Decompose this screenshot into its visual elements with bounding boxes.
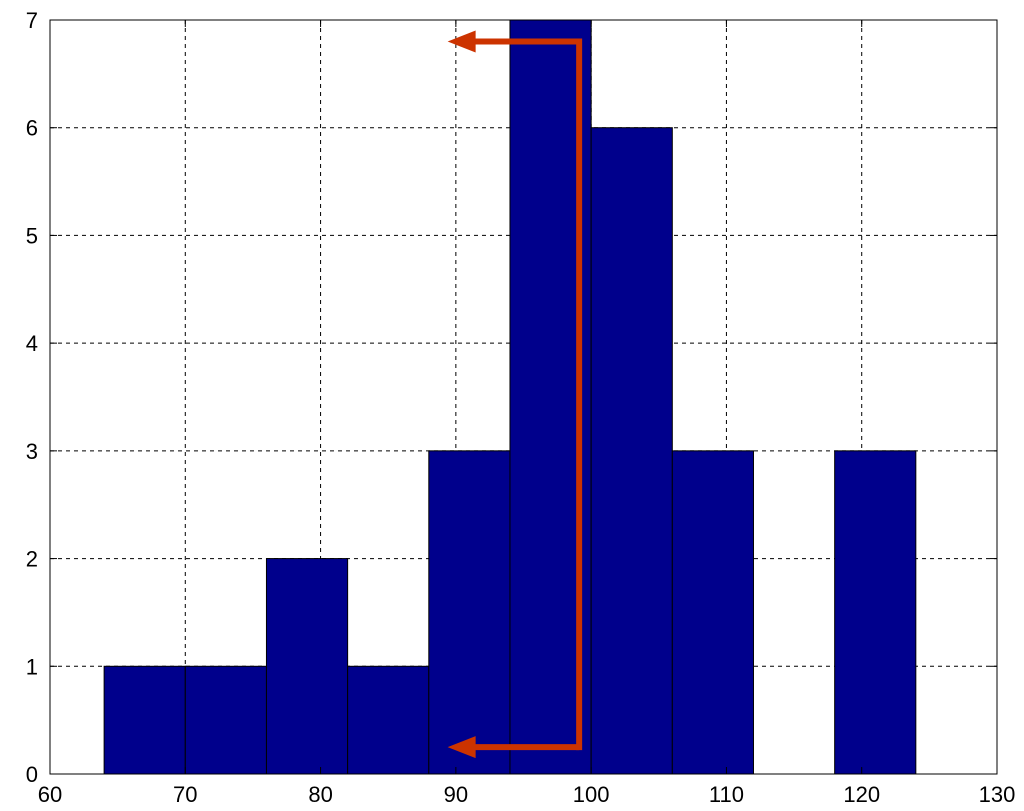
annotation-arrow bbox=[447, 30, 583, 759]
x-tick-label: 80 bbox=[308, 782, 332, 807]
x-axis-ticks: 60 70 80 90 100 110 120 130 bbox=[38, 20, 1016, 807]
y-tick-label: 2 bbox=[26, 547, 38, 572]
y-tick-label: 4 bbox=[26, 331, 38, 356]
y-tick-label: 7 bbox=[26, 8, 38, 33]
histogram-bar bbox=[103, 665, 186, 775]
x-tick-label: 90 bbox=[444, 782, 468, 807]
x-tick-label: 130 bbox=[979, 782, 1016, 807]
histogram-bar bbox=[428, 450, 511, 775]
histogram-bar bbox=[671, 450, 754, 775]
arrowhead-icon bbox=[447, 736, 476, 759]
histogram-bar bbox=[347, 665, 430, 775]
x-tick-label: 120 bbox=[843, 782, 880, 807]
y-tick-label: 5 bbox=[26, 223, 38, 248]
y-tick-label: 3 bbox=[26, 439, 38, 464]
histogram-bar bbox=[834, 450, 917, 775]
histogram-bars bbox=[103, 19, 917, 775]
arrowhead-icon bbox=[447, 30, 476, 53]
y-tick-label: 1 bbox=[26, 654, 38, 679]
x-tick-label: 60 bbox=[38, 782, 62, 807]
histogram-bar bbox=[265, 558, 349, 775]
x-tick-label: 100 bbox=[573, 782, 610, 807]
x-tick-label: 110 bbox=[709, 782, 744, 807]
histogram-bar bbox=[590, 127, 673, 775]
y-tick-label: 0 bbox=[26, 762, 38, 787]
y-axis-ticks: 0 1 2 3 4 5 6 7 bbox=[26, 8, 997, 787]
x-tick-label: 70 bbox=[173, 782, 197, 807]
axes-frame bbox=[49, 19, 998, 775]
histogram-bar bbox=[184, 665, 267, 775]
y-tick-label: 6 bbox=[26, 116, 38, 141]
